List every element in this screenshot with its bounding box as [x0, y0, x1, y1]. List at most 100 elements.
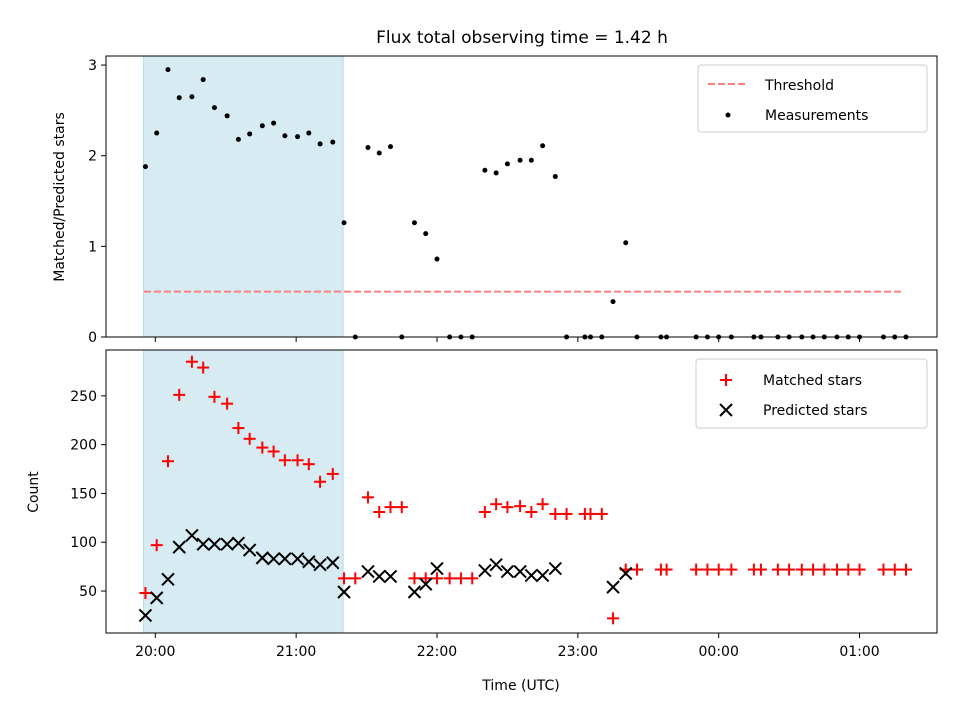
predicted-star-mark-b — [255, 551, 270, 565]
predicted-star-mark-b — [489, 557, 503, 572]
bottom-legend-frame — [695, 358, 928, 429]
measurement-point — [235, 136, 241, 142]
predicted-star-point — [548, 561, 563, 576]
matched-star-point — [139, 586, 152, 599]
y-tick-label: 50 — [79, 584, 97, 600]
matched-star-point — [208, 390, 221, 403]
predicted-star-point — [500, 564, 515, 579]
predicted-star-mark-b — [302, 555, 316, 569]
matched-star-point — [173, 388, 186, 401]
x-axis-label: Time (UTC) — [481, 678, 559, 694]
y-tick-label: 1 — [88, 239, 97, 255]
predicted-star-mark-b — [161, 572, 175, 587]
matched-star-point — [430, 572, 443, 585]
predicted-star-point — [242, 543, 257, 557]
matched-star-point — [466, 572, 479, 585]
measurement-point — [295, 134, 301, 140]
predicted-star-point — [185, 528, 199, 543]
matched-star-point — [549, 507, 562, 520]
predicted-star-mark-b — [513, 564, 527, 579]
measurement-point — [423, 231, 429, 237]
measurement-point — [165, 67, 171, 73]
predicted-star-mark-b — [419, 577, 433, 591]
predicted-star-point — [524, 568, 539, 583]
predicted-star-point — [619, 566, 633, 581]
predicted-star-mark-b — [220, 537, 234, 551]
predicted-star-mark-b — [500, 564, 515, 579]
measurement-point — [528, 157, 534, 163]
matched-star-point — [419, 572, 432, 585]
matched-star-point — [302, 458, 315, 471]
matched-star-point — [660, 563, 673, 576]
matched-star-point — [888, 563, 901, 576]
top-panel: 0 1 2 3 — [88, 55, 938, 346]
x-tick-label: 00:00 — [699, 644, 739, 660]
measurement-point — [540, 143, 546, 149]
predicted-star-mark-b — [313, 557, 327, 572]
matched-star-point — [395, 501, 408, 514]
predicted-star-point — [337, 585, 351, 599]
measurement-point — [271, 120, 277, 126]
matched-star-point — [630, 563, 643, 576]
predicted-star-mark-b — [361, 564, 375, 579]
matched-star-point — [701, 563, 714, 576]
predicted-star-point — [535, 568, 550, 583]
matched-star-point — [197, 361, 210, 374]
measurement-point — [224, 113, 230, 119]
top-y-axis-label: Matched/Predicted stars — [52, 112, 68, 282]
matched-star-point — [221, 397, 234, 410]
predicted-star-mark-b — [524, 568, 539, 583]
measurement-point — [211, 105, 217, 111]
matched-star-point — [795, 563, 808, 576]
predicted-star-point — [278, 552, 292, 566]
matched-star-point — [326, 467, 339, 480]
predicted-star-mark-b — [185, 528, 199, 543]
predicted-star-point — [513, 564, 527, 579]
measurement-point — [189, 94, 195, 100]
predicted-star-point — [220, 537, 234, 551]
measurements-legend-swatch — [725, 112, 731, 118]
measurement-point — [306, 130, 312, 136]
matched-star-point — [490, 498, 503, 511]
matched-star-point — [150, 539, 163, 552]
measurement-point — [610, 299, 616, 305]
measurement-point — [247, 131, 253, 137]
predicted-star-point — [313, 557, 327, 572]
matched-star-point — [771, 563, 784, 576]
predicted-star-point — [302, 555, 316, 569]
predicted-star-point — [149, 591, 164, 605]
matched-star-point — [349, 572, 362, 585]
matched-star-point — [783, 563, 796, 576]
x-tick-label: 01:00 — [839, 644, 879, 660]
matched-star-point — [291, 454, 304, 467]
bottom-y-axis-label: Count — [26, 471, 42, 513]
measurement-point — [317, 141, 323, 147]
predicted-star-mark-b — [337, 585, 351, 599]
matched-star-point — [842, 563, 855, 576]
matched-legend-swatch — [720, 374, 732, 386]
measurement-point — [388, 144, 394, 150]
measurement-point — [411, 220, 417, 226]
matched-star-point — [361, 491, 374, 504]
predicted-star-mark-b — [478, 563, 492, 578]
predicted-star-mark-b — [278, 552, 292, 566]
x-tick-label: 23:00 — [558, 644, 598, 660]
y-tick-label: 2 — [88, 149, 97, 165]
predicted-star-point — [606, 580, 620, 594]
predicted-star-mark-b — [326, 556, 340, 570]
bottom-legend: Matched stars Predicted stars — [695, 358, 928, 429]
y-tick-label: 3 — [88, 58, 97, 74]
matched-star-point — [560, 507, 573, 520]
matched-star-point — [877, 563, 890, 576]
predicted-star-point — [172, 540, 186, 554]
matched-star-point — [185, 355, 198, 368]
predicted-star-mark-b — [548, 561, 563, 576]
measurement-point — [142, 164, 148, 170]
predicted-star-point — [196, 537, 210, 551]
predicted-star-point — [290, 552, 305, 566]
matched-star-point — [900, 563, 913, 576]
predicted-star-mark-b — [383, 569, 398, 584]
predicted-star-point — [255, 551, 270, 565]
bottom-panel: 50 100 150 200 250 20:00 21:00 22:00 23:00 00:00 0… — [70, 349, 938, 660]
predicted-star-mark-b — [290, 552, 305, 566]
